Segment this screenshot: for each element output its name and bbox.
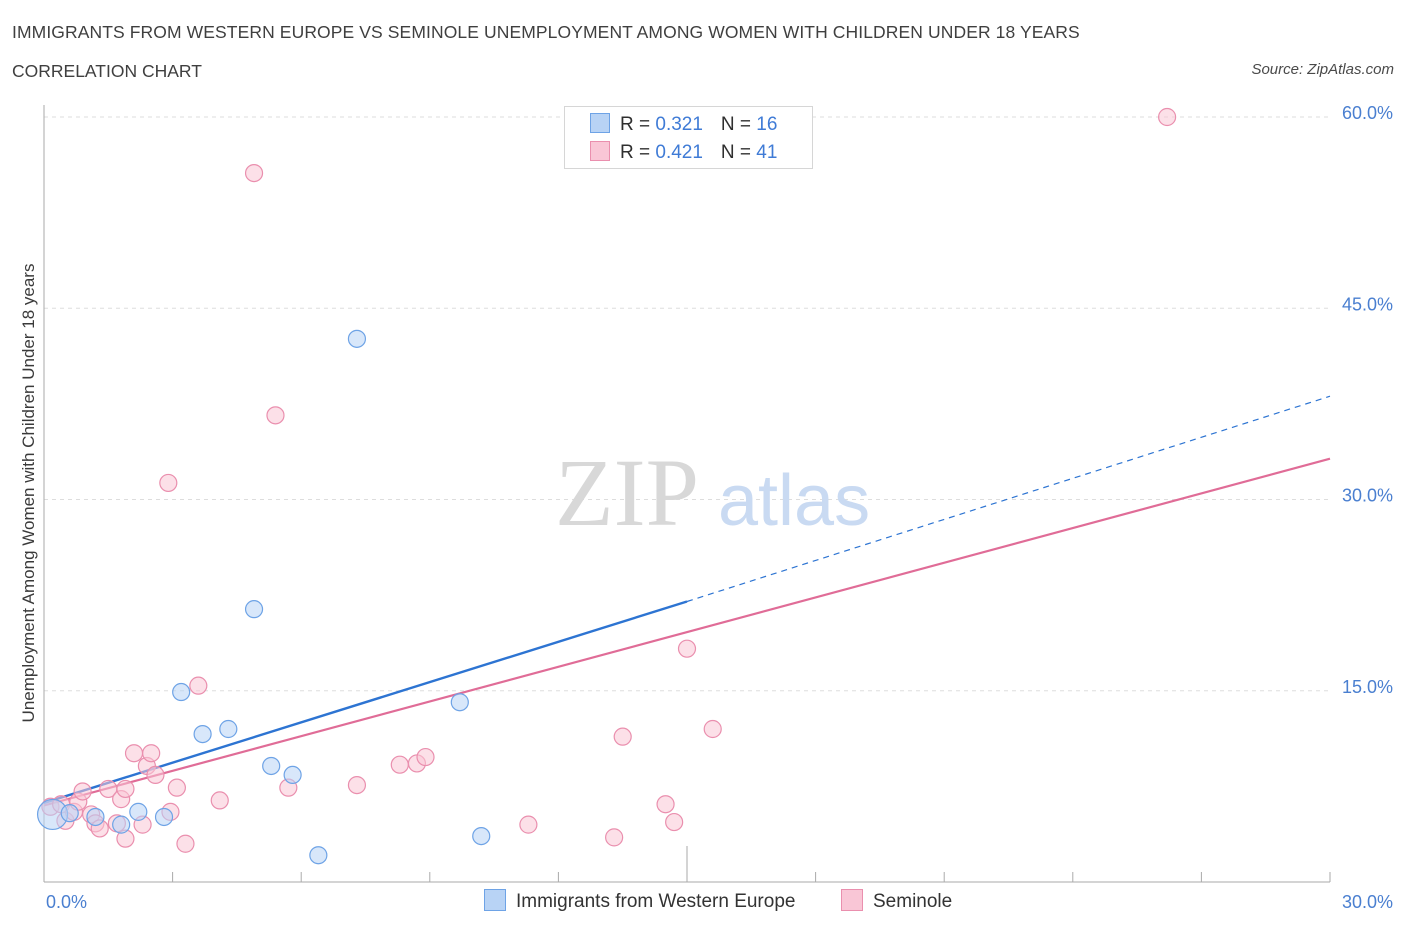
data-points	[36, 107, 1177, 865]
western-europe-point	[193, 724, 212, 744]
seminole-point	[124, 744, 144, 763]
seminole-point	[142, 744, 161, 763]
seminole-point	[347, 775, 367, 795]
chart-title: IMMIGRANTS FROM WESTERN EUROPE VS SEMINO…	[12, 22, 1080, 42]
watermark-atlas: atlas	[718, 461, 870, 541]
series-legend: Immigrants from Western Europe Seminole	[0, 889, 1406, 915]
western-europe-point	[172, 682, 191, 702]
seminole-point	[210, 791, 229, 810]
seminole-point	[1158, 107, 1177, 127]
legend-label: Seminole	[873, 891, 953, 912]
western-europe-point	[472, 826, 491, 846]
seminole-point	[73, 782, 92, 801]
legend-row-seminole: R = 0.421 N = 41	[590, 141, 777, 163]
watermark: ZIP atlas	[555, 439, 870, 546]
source-label: Source: ZipAtlas.com	[1251, 61, 1394, 78]
n-value: 41	[756, 142, 778, 163]
seminole-point	[167, 778, 186, 797]
correlation-legend: R = 0.321 N = 16 R = 0.421 N = 41	[564, 106, 813, 169]
x-tick-label: 30.0%	[1342, 892, 1393, 912]
legend-item-western-europe: Immigrants from Western Europe	[484, 889, 795, 913]
r-label: R =	[620, 114, 656, 135]
seminole-point	[244, 164, 264, 183]
western-europe-point	[309, 846, 328, 865]
swatch-pink	[590, 141, 610, 161]
y-axis-label: Unemployment Among Women with Children U…	[19, 264, 38, 723]
western-europe-point	[450, 693, 469, 712]
y-tick-label: 15.0%	[1342, 677, 1393, 697]
western-europe-point	[219, 719, 238, 739]
seminole-point	[266, 406, 285, 425]
swatch-blue	[590, 113, 610, 133]
n-label: N =	[720, 114, 757, 135]
western-europe-point	[129, 802, 148, 821]
seminole-point	[416, 747, 435, 767]
seminole-point	[159, 473, 178, 493]
seminole-point	[519, 815, 538, 834]
legend-label: Immigrants from Western Europe	[516, 891, 796, 912]
tick-labels: 15.0% 30.0% 45.0% 60.0% 0.0% 30.0%	[46, 103, 1393, 912]
western-europe-point	[154, 807, 174, 827]
axes	[43, 105, 1331, 883]
seminole-point	[677, 639, 697, 658]
western-europe-point	[244, 600, 264, 619]
chart-subtitle: CORRELATION CHART	[12, 61, 202, 81]
western-europe-trend-extension	[686, 395, 1331, 603]
r-value: 0.321	[655, 114, 703, 135]
y-tick-label: 30.0%	[1342, 486, 1393, 506]
watermark-zip: ZIP	[555, 439, 699, 546]
seminole-point	[665, 812, 684, 832]
seminole-point	[146, 765, 165, 785]
r-value: 0.421	[655, 142, 703, 163]
seminole-point	[656, 795, 675, 814]
swatch-blue	[484, 889, 506, 911]
western-europe-point	[60, 804, 79, 823]
western-europe-point	[262, 756, 281, 776]
n-value: 16	[756, 114, 778, 135]
western-europe-point	[112, 815, 131, 834]
grid-lines	[44, 116, 1330, 692]
x-tick-label: 0.0%	[46, 892, 87, 912]
seminole-point	[613, 727, 632, 746]
n-label: N =	[720, 142, 757, 163]
swatch-pink	[841, 889, 863, 911]
western-europe-point	[347, 329, 367, 348]
western-europe-point	[283, 765, 302, 785]
legend-row-western-europe: R = 0.321 N = 16	[590, 113, 777, 135]
western-europe-trend-line	[43, 600, 688, 805]
y-tick-label: 60.0%	[1342, 103, 1393, 123]
seminole-point	[605, 828, 624, 847]
seminole-point	[703, 719, 722, 739]
western-europe-point	[86, 807, 105, 827]
r-label: R =	[620, 142, 656, 163]
seminole-point	[176, 834, 195, 853]
seminole-trend-line	[43, 457, 1331, 807]
y-tick-label: 45.0%	[1342, 294, 1393, 314]
seminole-point	[116, 779, 135, 799]
seminole-point	[390, 755, 409, 774]
seminole-point	[189, 676, 208, 695]
legend-item-seminole: Seminole	[841, 889, 952, 913]
